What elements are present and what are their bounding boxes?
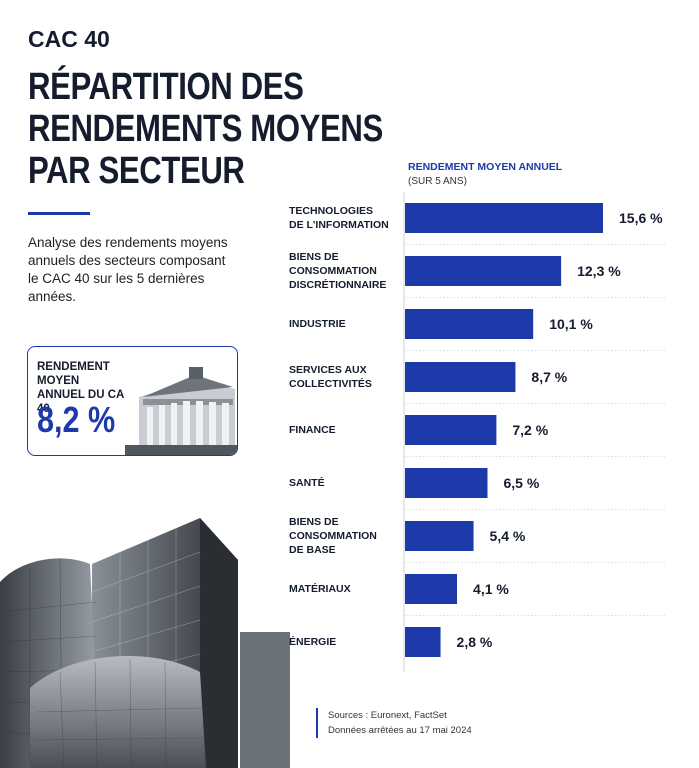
category-label: MATÉRIAUX [289, 583, 351, 595]
bar [405, 203, 603, 233]
kpi-card: RENDEMENT MOYEN ANNUEL DU CAC 40 8,2 % [27, 346, 238, 456]
kpi-value: 8,2 % [37, 399, 116, 440]
bar-value-label: 4,1 % [473, 581, 509, 597]
accent-rule [28, 212, 90, 215]
date-line: Données arrêtées au 17 mai 2024 [328, 725, 472, 736]
category-label: SERVICES AUX COLLECTIVITÉS [289, 364, 372, 390]
category-label: FINANCE [289, 424, 336, 436]
bar-value-label: 12,3 % [577, 263, 621, 279]
page-title: RÉPARTITION DES RENDEMENTS MOYENS PAR SE… [28, 66, 389, 192]
source-line: Sources : Euronext, FactSet [328, 710, 447, 721]
bar [405, 256, 562, 286]
axis-title: RENDEMENT MOYEN ANNUEL [408, 161, 563, 173]
bar-value-label: 7,2 % [512, 422, 548, 438]
bar [405, 574, 458, 604]
category-label: BIENS DE CONSOMMATION DISCRÉTIONNAIRE [289, 251, 387, 291]
category-label: TECHNOLOGIES DE L'INFORMATION [289, 205, 389, 231]
bar-value-label: 2,8 % [457, 634, 493, 650]
business-district-image [0, 518, 290, 768]
kicker-title: CAC 40 [28, 26, 110, 52]
bar-value-label: 6,5 % [504, 475, 540, 491]
category-label: ÉNERGIE [289, 636, 337, 648]
category-label: SANTÉ [289, 477, 325, 489]
bar [405, 627, 441, 657]
bar [405, 362, 516, 392]
source-note: Sources : Euronext, FactSet Données arrê… [316, 708, 472, 738]
bar [405, 415, 497, 445]
category-label: INDUSTRIE [289, 318, 346, 330]
stock-exchange-building-image [125, 359, 237, 455]
title-line: RENDEMENTS MOYENS [28, 108, 383, 150]
axis-subtitle: (SUR 5 ANS) [408, 176, 467, 187]
category-label: BIENS DE CONSOMMATION DE BASE [289, 516, 377, 556]
kpi-label: RENDEMENT MOYEN ANNUEL DU CAC 40 [37, 361, 133, 415]
title-line: RÉPARTITION DES [28, 66, 304, 108]
title-line: PAR SECTEUR [28, 150, 245, 192]
description: Analyse des rendements moyens annuels de… [28, 235, 228, 304]
bar [405, 521, 474, 551]
bar-value-label: 5,4 % [490, 528, 526, 544]
bar-value-label: 10,1 % [549, 316, 593, 332]
bar [405, 468, 488, 498]
bar-value-label: 15,6 % [619, 210, 663, 226]
bar [405, 309, 534, 339]
bar-value-label: 8,7 % [531, 369, 567, 385]
